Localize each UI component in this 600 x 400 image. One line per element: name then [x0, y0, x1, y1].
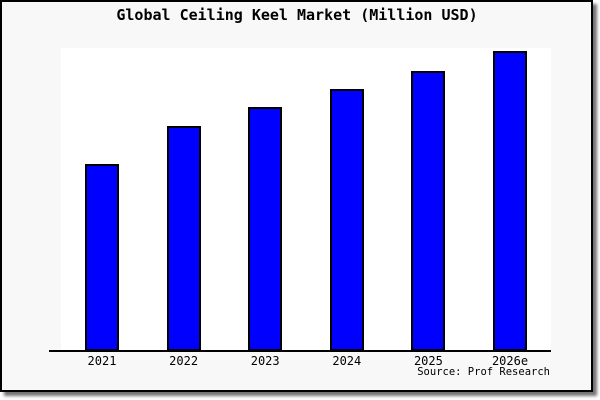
bar-2025: [411, 70, 446, 351]
x-tick-label-2022: 2022: [169, 354, 199, 368]
plot-area: [61, 48, 551, 351]
x-tick-label-2021: 2021: [87, 354, 117, 368]
bar-2026e: [493, 51, 527, 351]
x-tick-label-2026e: 2026e: [491, 354, 529, 368]
x-tick-label-2024: 2024: [332, 354, 362, 368]
bar-2023: [248, 106, 283, 351]
x-tick-label-2025: 2025: [413, 354, 443, 368]
bar-2021: [85, 163, 119, 351]
x-axis-line: [49, 350, 551, 352]
x-tick-label-2023: 2023: [250, 354, 280, 368]
chart-title: Global Ceiling Keel Market (Million USD): [116, 6, 478, 24]
bar-2024: [329, 88, 364, 351]
bar-2022: [166, 126, 201, 351]
source-credit: Source: Prof Research: [417, 366, 550, 378]
